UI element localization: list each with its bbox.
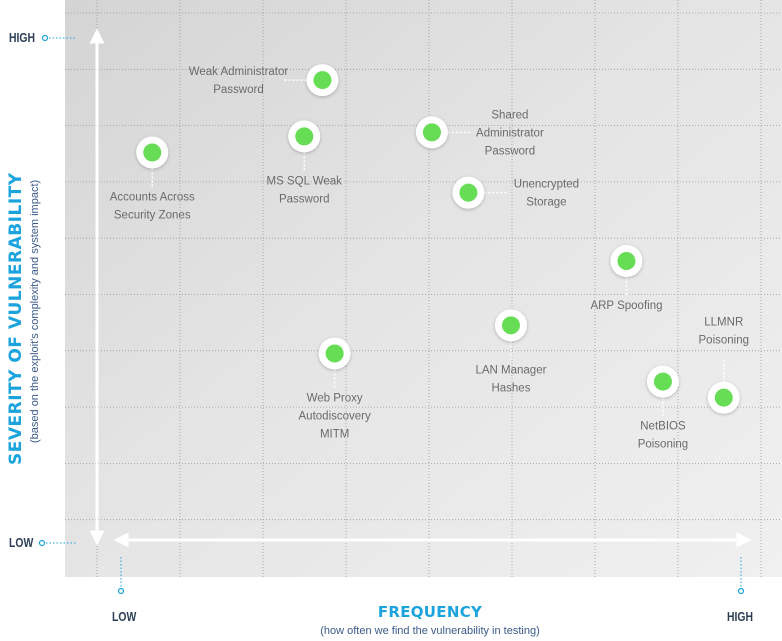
point-label: LAN Manager [475,364,546,376]
y-axis-subtitle: (based on the exploit's complexity and s… [29,179,41,443]
point-label: Web Proxy [307,392,363,404]
y-low-dot [38,539,46,547]
axes [89,28,752,548]
y-high-dot [41,34,49,42]
point-label: Poisoning [699,335,750,347]
x-high-dot [737,587,745,595]
point-label: Weak Administrator [189,66,289,78]
point-label: Password [213,84,264,96]
point-label: Security Zones [114,209,191,221]
point-marker [459,183,478,202]
data-point: LAN Manager Hashes [475,309,547,394]
point-label: Password [485,145,536,157]
point-label: MITM [320,428,349,440]
point-label: Hashes [491,382,530,394]
point-label: ARP Spoofing [590,300,662,312]
x-axis-subtitle: (how often we find the vulnerability in … [320,625,540,637]
data-point: Unencrypted Storage [452,176,579,209]
point-label: LLMNR [704,317,743,329]
data-point: ARP Spoofing [590,245,663,312]
y-tick-low: LOW [9,535,34,550]
point-marker [714,388,733,407]
point-label: MS SQL Weak [267,175,343,187]
point-marker [143,143,162,162]
data-point: LLMNR Poisoning [699,317,750,414]
data-point: Weak Administrator Password [189,64,339,97]
plot-background [65,0,782,577]
point-label: Unencrypted [514,179,579,191]
x-axis-label: FREQUENCY (how often we find the vulnera… [130,603,730,637]
data-point: Shared Administrator Password [415,109,544,157]
x-low-dot [117,587,125,595]
point-label: Storage [526,197,566,209]
x-axis-title: FREQUENCY [377,603,483,621]
tick-connectors [38,34,745,595]
point-marker [501,316,520,335]
point-label: Autodiscovery [299,410,371,422]
point-label: Administrator [476,127,544,139]
points: Weak Administrator Password Shared Administ… [110,64,749,451]
point-marker [422,123,441,142]
data-point: MS SQL Weak Password [267,120,343,205]
point-label: NetBIOS [640,421,686,433]
point-label: Poisoning [638,439,689,451]
y-axis-title: SEVERITY OF VULNERABILITY [6,172,26,465]
point-label: Shared [491,109,528,121]
y-axis-label: SEVERITY OF VULNERABILITY (based on the … [6,172,41,465]
point-label: Accounts Across [110,191,195,203]
y-tick-high: HIGH [9,30,35,45]
x-tick-low: LOW [112,609,137,624]
point-marker [617,252,636,270]
point-marker [653,372,672,391]
point-label: Password [279,193,330,205]
data-point: Accounts Across Security Zones [110,136,195,221]
data-point: Web Proxy Autodiscovery MITM [299,337,371,440]
point-marker [313,71,332,90]
data-point: NetBIOS Poisoning [638,365,689,451]
point-marker [325,344,344,363]
point-marker [295,127,314,146]
x-tick-high: HIGH [727,609,753,624]
